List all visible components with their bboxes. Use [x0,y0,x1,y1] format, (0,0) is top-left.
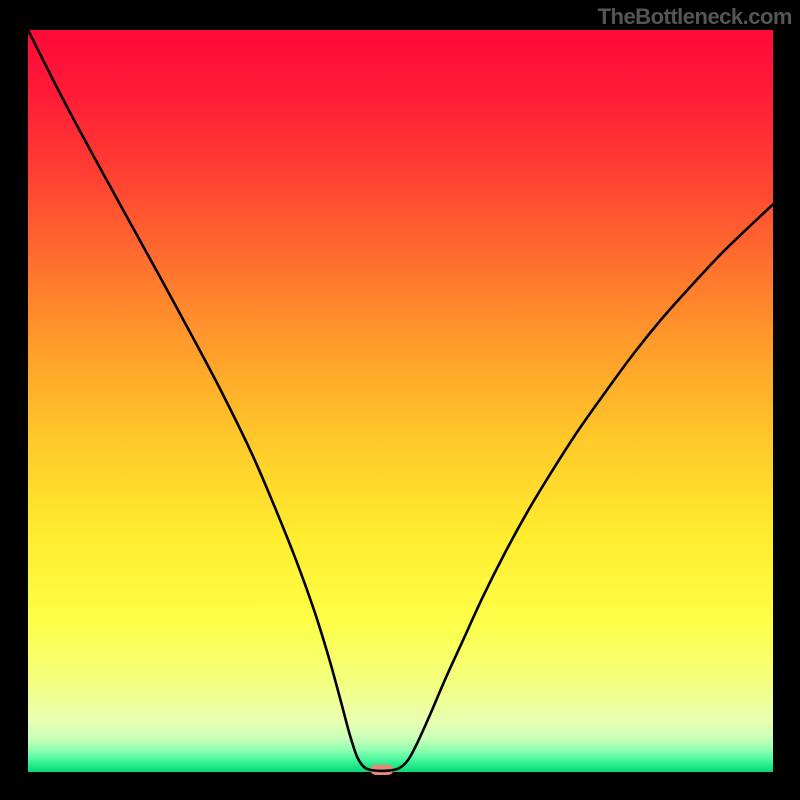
chart-gradient-bg [28,30,773,772]
bottleneck-chart: TheBottleneck.com [0,0,800,800]
watermark-text: TheBottleneck.com [598,4,792,30]
chart-svg [0,0,800,800]
